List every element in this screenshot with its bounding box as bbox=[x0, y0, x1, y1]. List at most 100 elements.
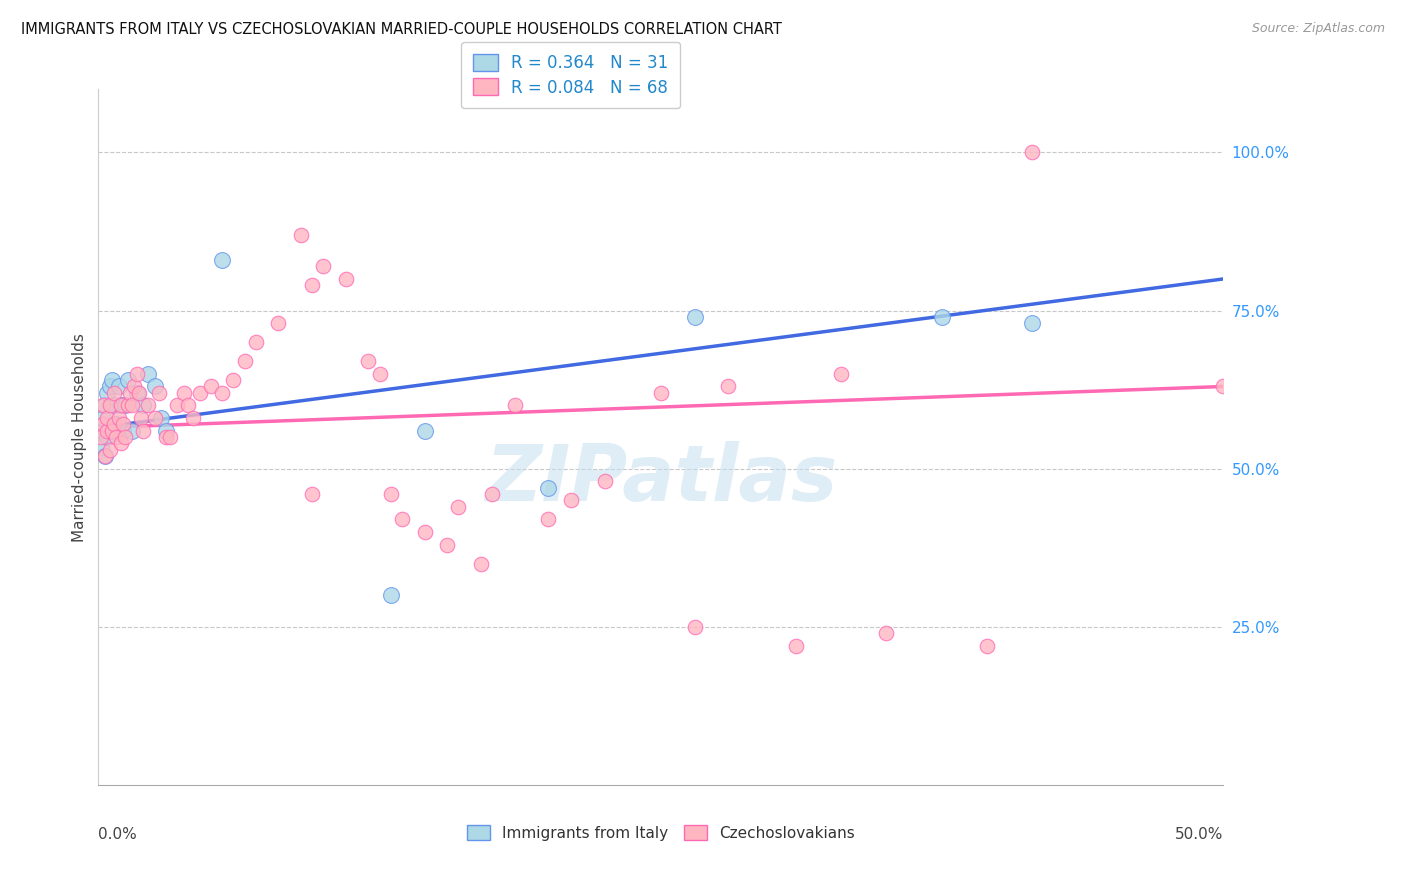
Point bbox=[117, 399, 139, 413]
Point bbox=[173, 385, 195, 400]
Point bbox=[875, 626, 897, 640]
Point bbox=[112, 424, 135, 438]
Point bbox=[90, 440, 112, 454]
Point bbox=[101, 373, 124, 387]
Point bbox=[166, 399, 188, 413]
Text: Source: ZipAtlas.com: Source: ZipAtlas.com bbox=[1251, 22, 1385, 36]
Point bbox=[121, 399, 143, 413]
Point bbox=[413, 524, 436, 539]
Point bbox=[211, 385, 233, 400]
Point bbox=[103, 417, 125, 432]
Text: 0.0%: 0.0% bbox=[98, 827, 138, 842]
Point bbox=[132, 399, 155, 413]
Point bbox=[96, 430, 118, 444]
Point bbox=[211, 252, 233, 267]
Point bbox=[110, 399, 132, 413]
Point bbox=[101, 424, 124, 438]
Y-axis label: Married-couple Households: Married-couple Households bbox=[72, 333, 87, 541]
Text: ZIPatlas: ZIPatlas bbox=[485, 441, 837, 516]
Point bbox=[118, 385, 141, 400]
Point bbox=[103, 399, 125, 413]
Point bbox=[98, 399, 121, 413]
Point bbox=[132, 424, 155, 438]
Point bbox=[91, 417, 114, 432]
Point bbox=[503, 399, 526, 413]
Point bbox=[537, 481, 560, 495]
Point bbox=[177, 399, 200, 413]
Point bbox=[114, 430, 136, 444]
Point bbox=[560, 493, 582, 508]
Legend: Immigrants from Italy, Czechoslovakians: Immigrants from Italy, Czechoslovakians bbox=[461, 819, 860, 847]
Point bbox=[1212, 379, 1234, 393]
Point bbox=[94, 399, 117, 413]
Point bbox=[136, 367, 159, 381]
Point bbox=[107, 411, 129, 425]
Point bbox=[105, 417, 128, 432]
Point bbox=[312, 260, 335, 274]
Point bbox=[124, 379, 146, 393]
Point bbox=[267, 316, 290, 330]
Point bbox=[222, 373, 245, 387]
Point bbox=[233, 354, 256, 368]
Point bbox=[143, 411, 166, 425]
Point bbox=[107, 379, 129, 393]
Point bbox=[1021, 145, 1043, 160]
Point bbox=[128, 385, 150, 400]
Point bbox=[290, 227, 312, 242]
Point bbox=[1021, 316, 1043, 330]
Point bbox=[125, 385, 148, 400]
Point bbox=[181, 411, 204, 425]
Point bbox=[931, 310, 953, 324]
Point bbox=[830, 367, 852, 381]
Point bbox=[470, 557, 492, 571]
Point bbox=[136, 399, 159, 413]
Point bbox=[436, 538, 458, 552]
Point bbox=[114, 399, 136, 413]
Point bbox=[188, 385, 211, 400]
Point bbox=[143, 379, 166, 393]
Point bbox=[103, 385, 125, 400]
Point bbox=[481, 487, 503, 501]
Point bbox=[121, 424, 143, 438]
Point bbox=[683, 310, 706, 324]
Point bbox=[593, 475, 616, 489]
Point bbox=[150, 411, 173, 425]
Point bbox=[245, 335, 267, 350]
Point bbox=[117, 373, 139, 387]
Point bbox=[91, 411, 114, 425]
Point bbox=[98, 379, 121, 393]
Point bbox=[125, 367, 148, 381]
Point bbox=[96, 385, 118, 400]
Point bbox=[301, 487, 323, 501]
Point bbox=[357, 354, 380, 368]
Point bbox=[301, 278, 323, 293]
Point bbox=[98, 442, 121, 457]
Point bbox=[391, 512, 413, 526]
Point bbox=[90, 430, 112, 444]
Point bbox=[717, 379, 740, 393]
Point bbox=[94, 449, 117, 463]
Point bbox=[110, 436, 132, 450]
Point bbox=[785, 639, 807, 653]
Point bbox=[200, 379, 222, 393]
Point bbox=[105, 430, 128, 444]
Point bbox=[368, 367, 391, 381]
Point bbox=[91, 424, 114, 438]
Point bbox=[380, 588, 402, 602]
Point bbox=[683, 620, 706, 634]
Point bbox=[159, 430, 181, 444]
Point bbox=[91, 399, 114, 413]
Point bbox=[148, 385, 170, 400]
Point bbox=[155, 424, 177, 438]
Point bbox=[650, 385, 672, 400]
Point bbox=[537, 512, 560, 526]
Point bbox=[380, 487, 402, 501]
Point bbox=[98, 424, 121, 438]
Point bbox=[413, 424, 436, 438]
Point bbox=[96, 411, 118, 425]
Point bbox=[96, 424, 118, 438]
Text: IMMIGRANTS FROM ITALY VS CZECHOSLOVAKIAN MARRIED-COUPLE HOUSEHOLDS CORRELATION C: IMMIGRANTS FROM ITALY VS CZECHOSLOVAKIAN… bbox=[21, 22, 782, 37]
Point bbox=[976, 639, 998, 653]
Point bbox=[155, 430, 177, 444]
Text: 50.0%: 50.0% bbox=[1175, 827, 1223, 842]
